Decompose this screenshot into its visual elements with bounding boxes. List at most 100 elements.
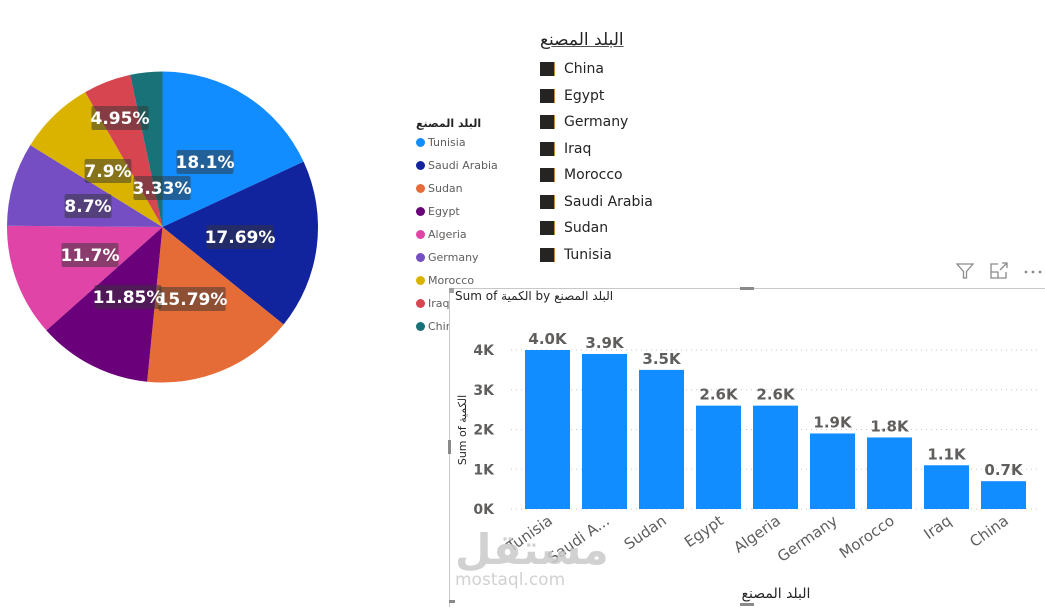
pie-legend-item[interactable]: Germany xyxy=(416,251,498,274)
checkbox-icon[interactable] xyxy=(540,168,555,183)
bar-china[interactable] xyxy=(981,481,1026,509)
svg-text:Germany: Germany xyxy=(774,511,841,565)
checkbox-icon[interactable] xyxy=(540,62,555,77)
pie-legend-label: Egypt xyxy=(428,205,460,218)
country-slicer[interactable]: البلد المصنع China Egypt Germany Iraq Morocc… xyxy=(540,30,653,268)
slicer-item[interactable]: Morocco xyxy=(540,162,653,189)
pie-legend-label: Tunisia xyxy=(428,136,466,149)
pie-legend-title: البلد المصنع xyxy=(416,117,482,130)
pie-legend-item[interactable]: Morocco xyxy=(416,274,498,297)
svg-text:11.85%: 11.85% xyxy=(93,288,164,308)
watermark: مستقل mostaql.com xyxy=(455,525,611,591)
svg-text:1K: 1K xyxy=(473,462,495,478)
slicer-item[interactable]: Germany xyxy=(540,109,653,136)
slicer-item-label: Egypt xyxy=(564,87,605,104)
slicer-item[interactable]: Egypt xyxy=(540,83,653,110)
svg-text:4.0K: 4.0K xyxy=(528,330,568,348)
legend-dot-icon xyxy=(416,253,425,262)
pie-legend-item[interactable]: Iraq xyxy=(416,297,498,320)
pie-legend-label: Saudi Arabia xyxy=(428,159,498,172)
slicer-item-label: Morocco xyxy=(564,167,623,184)
svg-text:3.33%: 3.33% xyxy=(133,179,192,199)
focus-mode-icon[interactable] xyxy=(989,262,1009,284)
pie-legend-item[interactable]: Saudi Arabia xyxy=(416,159,498,182)
pie-legend: البلد المصنع Tunisia Saudi Arabia Sudan Egy… xyxy=(416,117,498,343)
legend-dot-icon xyxy=(416,299,425,308)
pie-legend-item[interactable]: Egypt xyxy=(416,205,498,228)
checkbox-icon[interactable] xyxy=(540,88,555,103)
slicer-item[interactable]: Sudan xyxy=(540,215,653,242)
slicer-item-label: Iraq xyxy=(564,140,592,157)
slicer-item-label: Sudan xyxy=(564,220,609,237)
pie-label-7: 4.95% xyxy=(91,106,149,130)
pie-label-0: 18.1% xyxy=(176,150,235,174)
svg-text:17.69%: 17.69% xyxy=(205,228,276,248)
checkbox-icon[interactable] xyxy=(540,221,555,236)
bar-germany[interactable] xyxy=(810,433,855,509)
pie-legend-item[interactable]: Sudan xyxy=(416,182,498,205)
slicer-item-label: Germany xyxy=(564,114,629,131)
bar-chart[interactable]: 0K 1K 2K 3K 4K 4.0K 3.9K 3.5K 2.6K 2.6K 1.9K 1.8K 1… xyxy=(449,300,1045,608)
pie-legend-item[interactable]: Tunisia xyxy=(416,136,498,159)
bar-morocco[interactable] xyxy=(867,437,912,509)
svg-text:Iraq: Iraq xyxy=(920,512,954,544)
bar-egypt[interactable] xyxy=(696,405,741,509)
bar-tunisia[interactable] xyxy=(525,350,570,509)
pie-legend-item[interactable]: Algeria xyxy=(416,228,498,251)
legend-dot-icon xyxy=(416,230,425,239)
resize-handle-left[interactable] xyxy=(448,440,451,454)
pie-data-labels: 18.1% 17.69% 15.79%11.85% 11.7% 8.7% 7.9% 4.95… xyxy=(61,106,276,311)
svg-text:Morocco: Morocco xyxy=(836,512,898,563)
svg-text:China: China xyxy=(966,512,1011,551)
svg-text:2K: 2K xyxy=(473,423,495,439)
pie-legend-label: Chir xyxy=(428,320,451,333)
pie-legend-label: Germany xyxy=(428,251,479,264)
legend-dot-icon xyxy=(416,276,425,285)
slicer-item[interactable]: China xyxy=(540,56,653,83)
bars[interactable] xyxy=(525,350,1026,509)
svg-text:0.7K: 0.7K xyxy=(984,461,1024,479)
svg-text:1.9K: 1.9K xyxy=(813,413,853,431)
pie-chart[interactable]: 18.1% 17.69% 15.79%11.85% 11.7% 8.7% 7.9% 4.95… xyxy=(0,0,330,400)
legend-dot-icon xyxy=(416,207,425,216)
bar-iraq[interactable] xyxy=(924,465,969,509)
pie-legend-label: Algeria xyxy=(428,228,467,241)
checkbox-icon[interactable] xyxy=(540,141,555,156)
slicer-item-label: Saudi Arabia xyxy=(564,193,653,210)
slicer-item[interactable]: Iraq xyxy=(540,136,653,163)
bar-data-labels: 4.0K 3.9K 3.5K 2.6K 2.6K 1.9K 1.8K 1.1K 0.7K xyxy=(528,330,1024,479)
resize-handle-corner-tl[interactable] xyxy=(449,288,454,293)
checkbox-icon[interactable] xyxy=(540,115,555,130)
pie-slice-algeria[interactable] xyxy=(7,225,163,331)
checkbox-icon[interactable] xyxy=(540,194,555,209)
slicer-item[interactable]: Saudi Arabia xyxy=(540,189,653,216)
bar-sudan[interactable] xyxy=(639,369,684,509)
pie-legend-item[interactable]: Chir xyxy=(416,320,498,343)
svg-text:3K: 3K xyxy=(473,383,495,399)
bar-saudi-a-[interactable] xyxy=(582,353,627,509)
svg-text:15.79%: 15.79% xyxy=(157,290,228,310)
filter-icon[interactable] xyxy=(955,262,975,284)
svg-text:2.6K: 2.6K xyxy=(756,386,796,404)
slicer-item-label: China xyxy=(564,61,604,78)
resize-handle-bottom[interactable] xyxy=(740,603,754,606)
pie-label-8: 3.33% xyxy=(133,176,192,200)
pie-slice-tunisia[interactable] xyxy=(162,71,304,228)
svg-text:0K: 0K xyxy=(473,502,495,518)
slicer-item[interactable]: Tunisia xyxy=(540,242,653,269)
slicer-title: البلد المصنع xyxy=(540,30,624,50)
checkbox-icon[interactable] xyxy=(540,247,555,262)
watermark-logo: مستقل xyxy=(455,525,611,574)
bar-algeria[interactable] xyxy=(753,405,798,509)
pie-label-2: 15.79% xyxy=(157,287,228,311)
svg-text:11.7%: 11.7% xyxy=(61,246,120,266)
more-options-icon[interactable] xyxy=(1023,262,1043,284)
svg-text:18.1%: 18.1% xyxy=(176,153,235,173)
pie-label-1: 17.69% xyxy=(205,225,276,249)
pie-slice-germany[interactable] xyxy=(7,145,163,227)
legend-dot-icon xyxy=(416,322,425,331)
resize-handle-corner-bl[interactable] xyxy=(449,600,455,603)
resize-handle-top[interactable] xyxy=(740,287,754,290)
pie-legend-label: Sudan xyxy=(428,182,463,195)
svg-text:Egypt: Egypt xyxy=(681,511,727,551)
